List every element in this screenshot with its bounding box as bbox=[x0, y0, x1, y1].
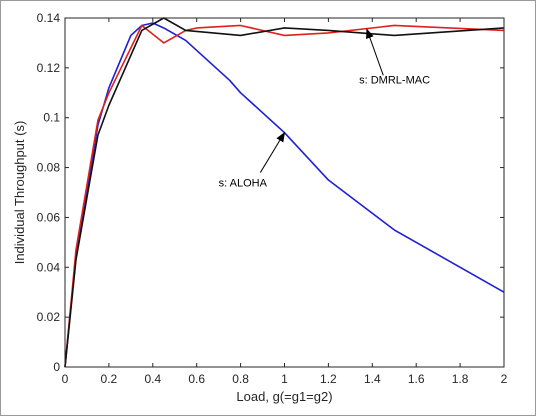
series-line-3 bbox=[64, 17, 505, 368]
annotation-arrow bbox=[259, 131, 286, 173]
x-tick-label: 1.6 bbox=[408, 372, 425, 386]
y-tick-label: 0.1 bbox=[43, 111, 60, 125]
y-axis-title: Individual Throughput (s) bbox=[12, 121, 27, 265]
x-axis-title: Load, g(=g1=g2) bbox=[236, 389, 332, 404]
y-tick-label: 0.08 bbox=[37, 161, 61, 175]
y-tick-label: 0.04 bbox=[37, 260, 61, 274]
annotation-label: s: DMRL-MAC bbox=[359, 75, 430, 87]
x-tick-label: 1.4 bbox=[364, 372, 381, 386]
y-tick-label: 0.12 bbox=[37, 61, 61, 75]
x-tick-label: 0.8 bbox=[232, 372, 249, 386]
x-tick-label: 1.8 bbox=[452, 372, 469, 386]
y-tick-label: 0.06 bbox=[37, 210, 61, 224]
annotation-arrow bbox=[366, 28, 384, 76]
annotation-layer: s: ALOHA s: DMRL-MAC bbox=[219, 28, 430, 189]
x-tick-label: 0 bbox=[62, 372, 69, 386]
annotation-label: s: ALOHA bbox=[219, 177, 268, 189]
y-tick-label: 0 bbox=[53, 360, 60, 374]
x-tick-label: 0.4 bbox=[144, 372, 161, 386]
series-layer bbox=[64, 17, 505, 368]
x-tick-label: 2 bbox=[501, 372, 508, 386]
tick-layer: 0 0.2 0.4 0.6 0.8 1 1.2 1.4 1.6 1.8 2 0 0.02 0.04 0.06… bbox=[37, 11, 508, 386]
y-tick-label: 0.02 bbox=[37, 310, 61, 324]
y-tick-label: 0.14 bbox=[37, 11, 61, 25]
plot-area bbox=[65, 18, 504, 367]
x-tick-label: 0.6 bbox=[188, 372, 205, 386]
x-tick-label: 1.2 bbox=[320, 372, 337, 386]
x-tick-label: 0.2 bbox=[101, 372, 118, 386]
x-tick-label: 1 bbox=[281, 372, 288, 386]
